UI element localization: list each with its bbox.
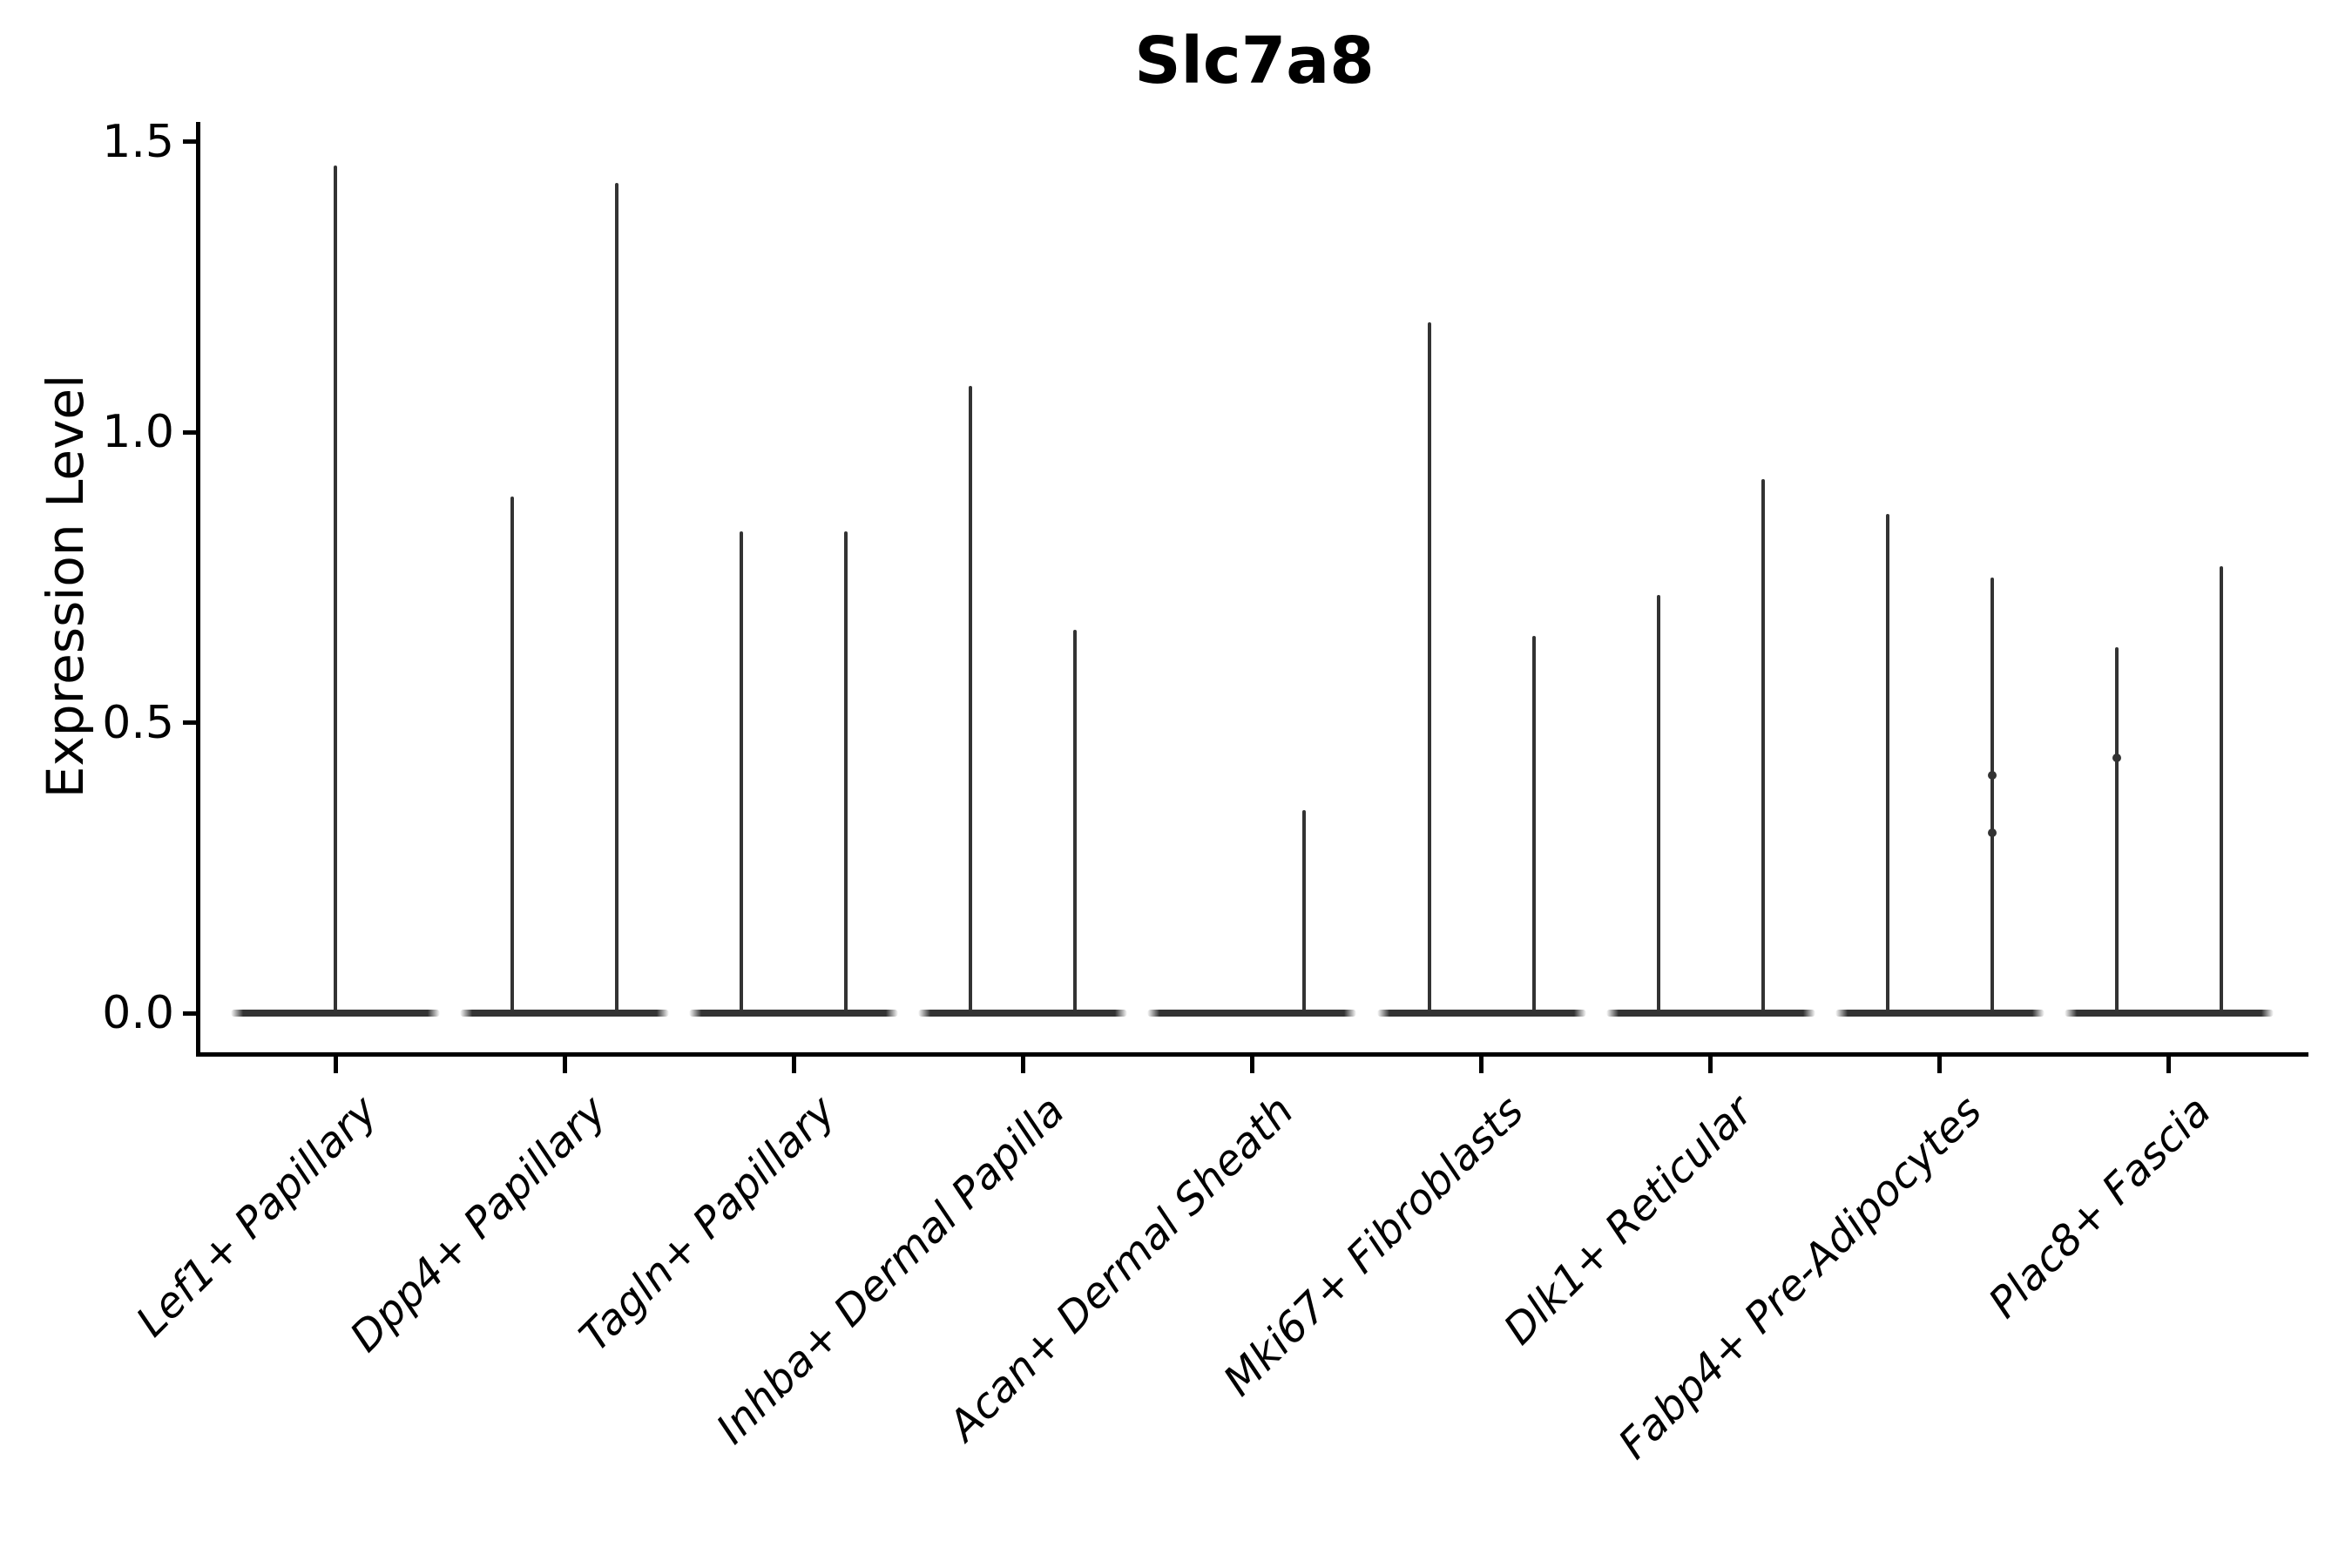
violin-spike (740, 531, 744, 1017)
violin-spike (1990, 578, 1994, 1017)
violin-spike (1302, 810, 1307, 1017)
x-tick-label: Mki67+ Fibroblasts (1213, 1086, 1533, 1406)
violin-base (1376, 1010, 1586, 1017)
x-tick-mark (562, 1054, 567, 1073)
violin-spike (615, 183, 619, 1017)
violin-spike (1656, 595, 1660, 1017)
x-tick-mark (1249, 1054, 1254, 1073)
chart-title: Slc7a8 (1134, 24, 1375, 98)
violin-knob (1987, 828, 1997, 838)
x-tick-label: Inhba+ Dermal Papilla (707, 1086, 1075, 1454)
violin-spike (1885, 514, 1889, 1017)
violin-spike (1427, 322, 1431, 1017)
violin-knob (2112, 753, 2121, 762)
violin-base (918, 1010, 1128, 1017)
x-tick-mark (1937, 1054, 1943, 1073)
y-axis-spine (196, 122, 200, 1057)
x-tick-label: Dpp4+ Papillary (341, 1086, 617, 1362)
x-tick-label: Dlk1+ Reticular (1494, 1086, 1762, 1355)
violin-base (1605, 1010, 1815, 1017)
x-tick-mark (1479, 1054, 1484, 1073)
violin-base (1147, 1010, 1357, 1017)
violin-base (689, 1010, 899, 1017)
y-tick-label: 0.0 (102, 987, 174, 1039)
violin-spike (510, 497, 515, 1017)
x-tick-label: Plac8+ Fascia (1979, 1086, 2220, 1328)
x-tick-mark (791, 1054, 796, 1073)
x-tick-label: Fabp4+ Pre-Adipocytes (1609, 1086, 1991, 1469)
violin-base (460, 1010, 670, 1017)
x-tick-mark (333, 1054, 338, 1073)
x-tick-label: Acan+ Dermal Sheath (939, 1086, 1304, 1450)
y-tick-mark (183, 429, 199, 435)
violin-base (2064, 1010, 2274, 1017)
violin-base (1835, 1010, 2044, 1017)
x-tick-mark (1020, 1054, 1025, 1073)
violin-spike (844, 531, 848, 1017)
violin-spike (1073, 630, 1078, 1017)
y-tick-mark (183, 720, 199, 726)
y-tick-label: 0.5 (102, 696, 174, 749)
violin-spike (969, 386, 973, 1017)
violin-spike (334, 166, 337, 1017)
x-tick-mark (1708, 1054, 1713, 1073)
violin-spike (2114, 647, 2119, 1017)
violin-knob (1987, 770, 1997, 780)
y-tick-label: 1.5 (102, 115, 174, 168)
x-tick-label: Tagln+ Papillary (570, 1086, 846, 1362)
y-tick-mark (183, 139, 199, 145)
y-tick-label: 1.0 (102, 406, 174, 459)
violin-spike (1761, 479, 1765, 1017)
violin-spike (2219, 566, 2223, 1017)
x-tick-mark (2166, 1054, 2172, 1073)
y-axis-label: Expression Level (36, 374, 95, 799)
y-tick-mark (183, 1010, 199, 1016)
violin-spike (1531, 636, 1536, 1017)
